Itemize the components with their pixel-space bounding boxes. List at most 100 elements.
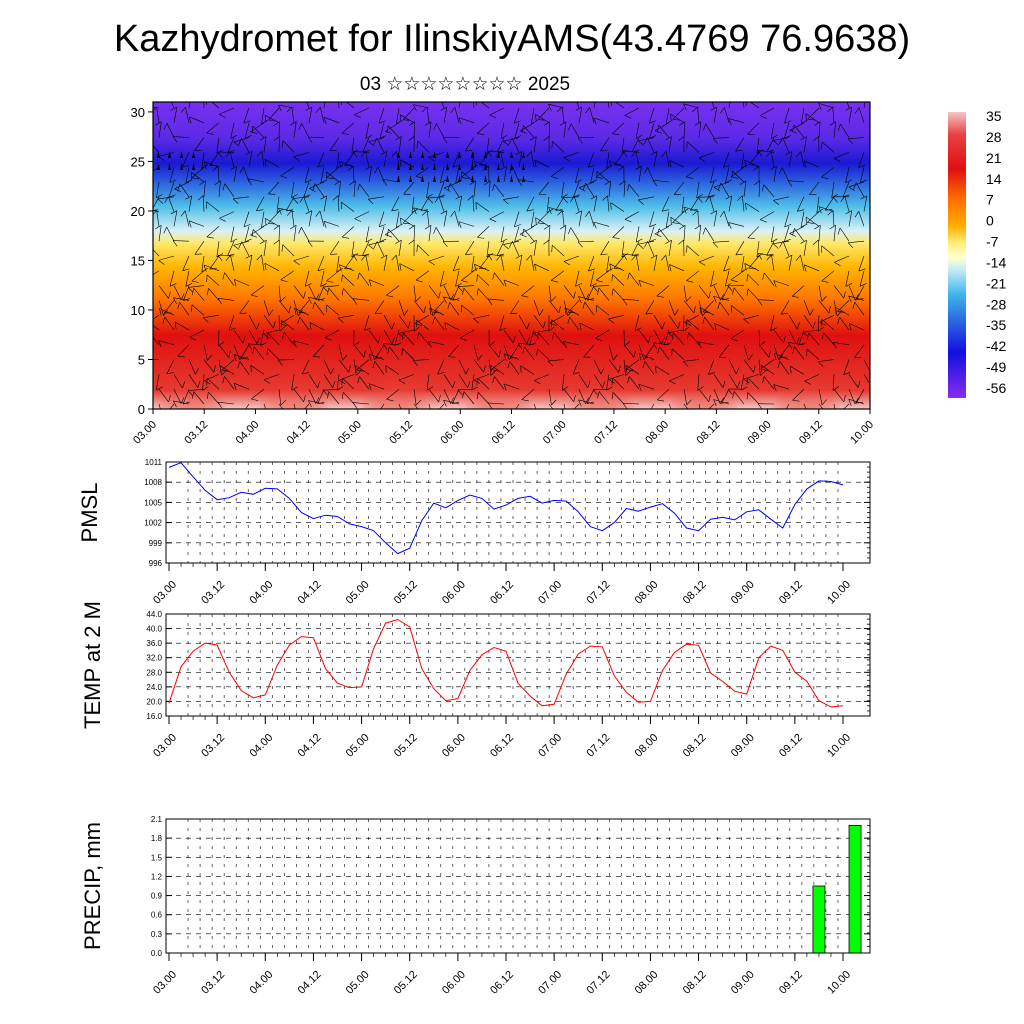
wind-barb (398, 374, 415, 381)
wind-barb-feather (741, 268, 748, 273)
wind-barb (166, 123, 175, 138)
wind-barb-feather (508, 241, 513, 248)
wind-barb (783, 226, 790, 242)
wind-barb (649, 211, 655, 228)
wind-barb (365, 122, 370, 139)
wind-barb (848, 210, 853, 227)
wind-barb-feather (590, 283, 597, 287)
wind-barb (293, 152, 310, 158)
wind-barb (595, 270, 610, 281)
wind-barb (218, 180, 221, 197)
wind-barb-feather (188, 116, 192, 124)
wind-barb-feather (559, 410, 561, 417)
wind-barb-feather (256, 337, 260, 344)
wind-barb-feather (338, 161, 342, 169)
wind-barb (818, 103, 835, 109)
wind-barb (533, 136, 537, 153)
wind-barb (264, 263, 280, 272)
wind-barb-feather (652, 179, 658, 187)
wind-barb-feather (403, 309, 409, 316)
wind-barb (426, 210, 430, 227)
wind-barb (473, 374, 490, 381)
wind-barb (454, 107, 460, 123)
wind-barb-feather (833, 158, 841, 163)
wind-barb (598, 287, 610, 301)
wind-barb-feather (288, 306, 291, 314)
wind-barb-feather (618, 365, 621, 373)
x-tick-label: 08.12 (695, 419, 723, 447)
wind-barb-feather (810, 413, 813, 419)
wind-barb (698, 341, 715, 346)
wind-barb-feather (438, 395, 441, 402)
wind-barb-feather (309, 188, 316, 192)
wind-barb (403, 181, 415, 195)
wind-barb (185, 107, 190, 123)
wind-barb-feather (683, 326, 690, 332)
wind-barb (548, 285, 552, 302)
wind-barb-feather (608, 379, 615, 384)
wind-barb (653, 179, 670, 183)
wind-barb (233, 137, 250, 143)
wind-barb (248, 255, 253, 271)
wind-pennant (409, 163, 412, 170)
wind-barb (834, 152, 850, 159)
wind-barb-feather (487, 298, 493, 305)
wind-barb-feather (766, 254, 772, 261)
wind-barb (609, 160, 625, 168)
wind-barb-feather (219, 217, 226, 222)
wind-barb (378, 107, 385, 124)
wind-barb-feather (770, 327, 777, 332)
wind-barb (443, 399, 460, 405)
wind-barb-feather (759, 341, 766, 347)
wind-barb (699, 255, 715, 263)
wind-barb (354, 211, 370, 219)
wind-barb (398, 240, 402, 257)
wind-barb (443, 107, 448, 123)
wind-barb (629, 376, 640, 390)
wind-barb (735, 241, 745, 256)
wind-barb-feather (731, 176, 738, 179)
wind-barb-feather (264, 159, 267, 167)
wind-barb (538, 332, 550, 346)
wind-barb (804, 264, 820, 272)
wind-barb-feather (477, 354, 483, 361)
wind-barb-feather (244, 135, 252, 139)
wind-barb (613, 255, 625, 269)
wind-barb (365, 226, 370, 243)
wind-barb (608, 344, 614, 361)
wind-barb-feather (281, 140, 284, 148)
wind-barb (338, 180, 341, 197)
wind-barb (833, 341, 850, 346)
wind-barb-feather (582, 302, 586, 309)
wind-barb (766, 241, 775, 256)
wind-barb-feather (713, 296, 717, 303)
wind-barb (803, 300, 811, 316)
wind-barb-feather (435, 93, 439, 99)
wind-barb (303, 196, 310, 212)
wind-barb-feather (608, 318, 615, 324)
wind-barb-feather (426, 194, 433, 199)
wind-barb-feather (230, 238, 238, 243)
wind-barb-feather (415, 175, 423, 179)
wind-barb (155, 374, 160, 391)
wind-barb-feather (590, 179, 597, 184)
wind-barb-feather (843, 394, 846, 402)
wind-barb (612, 288, 625, 301)
wind-barb-feather (536, 332, 539, 340)
wind-barb (228, 315, 235, 331)
warm-blob (362, 329, 431, 409)
wind-barb (683, 285, 687, 302)
wind-barb-feather (424, 225, 432, 230)
wind-barb-feather (627, 272, 630, 280)
wind-barb-feather (147, 140, 148, 147)
wind-barb-feather (708, 291, 711, 299)
wind-barb-feather (217, 298, 222, 305)
wind-barb (631, 137, 640, 153)
wind-barb-feather (579, 322, 582, 330)
wind-barb-feather (182, 268, 190, 271)
wind-barb (784, 122, 790, 139)
wind-barb (758, 299, 775, 301)
y-tick-label: 1.5 (151, 853, 163, 862)
wind-barb-feather (452, 381, 456, 388)
